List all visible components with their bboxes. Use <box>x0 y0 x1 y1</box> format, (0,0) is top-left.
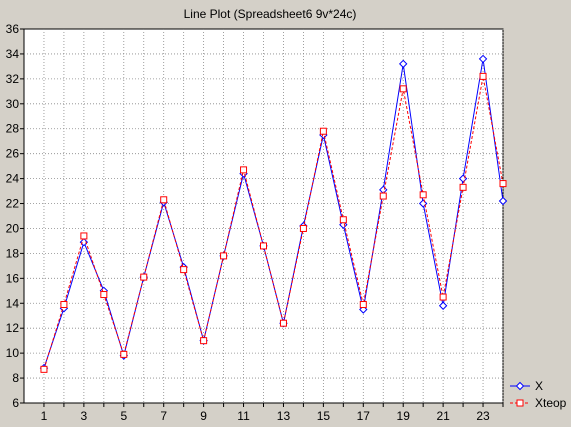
y-tick-label: 22 <box>6 197 20 211</box>
x-tick-label: 5 <box>120 409 127 423</box>
y-tick-label: 28 <box>6 122 20 136</box>
data-point-xteop <box>140 273 148 281</box>
legend-marker-xteop <box>516 399 524 407</box>
data-point-x <box>498 196 508 206</box>
legend-label-x: X <box>535 379 543 393</box>
x-tick-label: 1 <box>41 409 48 423</box>
y-tick-label: 34 <box>6 47 20 61</box>
data-point-xteop <box>100 291 108 299</box>
data-point-xteop <box>80 232 88 240</box>
data-point-xteop <box>220 252 228 260</box>
data-point-xteop <box>120 350 128 358</box>
data-point-xteop <box>359 301 367 309</box>
x-tick-label: 19 <box>397 409 411 423</box>
data-point-xteop <box>60 301 68 309</box>
x-tick-label: 11 <box>237 409 250 423</box>
x-tick-label: 17 <box>357 409 371 423</box>
grid-lines <box>24 29 504 403</box>
data-point-xteop <box>439 293 447 301</box>
data-point-xteop <box>160 196 168 204</box>
data-point-x <box>478 54 488 64</box>
series-line-xteop <box>43 76 504 370</box>
data-point-xteop <box>240 166 248 174</box>
data-point-xteop <box>339 216 347 224</box>
data-point-xteop <box>499 180 507 188</box>
data-point-xteop <box>419 191 427 199</box>
series-line-x <box>43 58 504 369</box>
x-tick-label: 23 <box>476 409 490 423</box>
data-point-xteop <box>40 365 48 373</box>
y-tick-label: 26 <box>6 147 20 161</box>
y-tick-label: 14 <box>6 296 20 310</box>
y-tick-label: 16 <box>6 271 20 285</box>
data-point-x <box>79 237 89 247</box>
series-layer <box>39 54 508 373</box>
data-point-xteop <box>319 127 327 135</box>
data-point-xteop <box>479 72 487 80</box>
legend-marker-x <box>515 381 525 391</box>
x-tick-label: 21 <box>436 409 450 423</box>
y-tick-label: 20 <box>6 221 20 235</box>
data-point-xteop <box>299 224 307 232</box>
data-point-xteop <box>200 337 208 345</box>
data-point-xteop <box>260 242 267 250</box>
y-tick-label: 12 <box>6 321 20 335</box>
legend: X Xteop <box>510 379 567 410</box>
y-tick-label: 32 <box>6 72 20 86</box>
y-tick-label: 30 <box>6 97 20 111</box>
x-tick-label: 7 <box>160 409 167 423</box>
y-tick-label: 10 <box>6 346 20 360</box>
data-point-x <box>399 59 408 69</box>
data-point-xteop <box>399 85 407 93</box>
data-point-xteop <box>379 192 387 200</box>
y-tick-label: 8 <box>12 371 19 385</box>
y-tick-label: 36 <box>6 22 20 36</box>
x-tick-label: 9 <box>200 409 207 423</box>
x-tick-label: 13 <box>277 409 291 423</box>
x-tick-label: 15 <box>317 409 331 423</box>
data-point-xteop <box>180 266 188 274</box>
data-point-xteop <box>459 183 467 191</box>
legend-label-xteop: Xteop <box>535 396 567 410</box>
y-tick-label: 18 <box>6 246 20 260</box>
data-point-xteop <box>279 319 287 327</box>
x-tick-label: 3 <box>81 409 88 423</box>
y-tick-label: 6 <box>12 396 19 410</box>
data-point-x <box>438 301 448 310</box>
y-tick-label: 24 <box>6 172 20 186</box>
chart-title: Line Plot (Spreadsheet6 9v*24c) <box>184 7 357 21</box>
